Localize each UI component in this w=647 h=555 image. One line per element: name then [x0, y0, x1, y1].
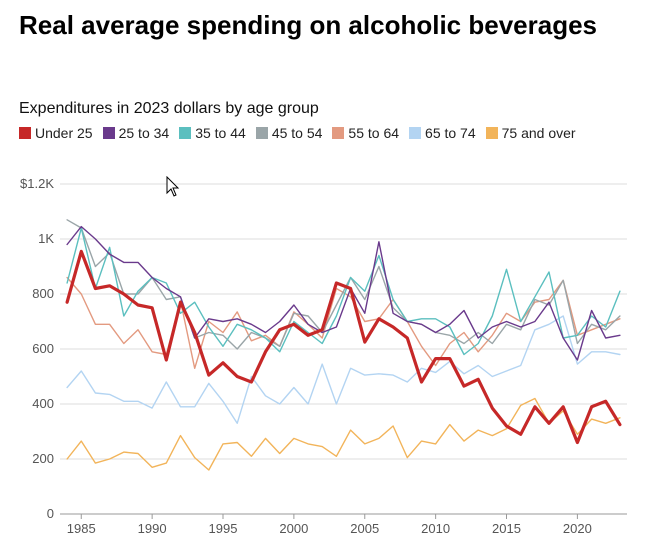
series-line-75-and-over [66, 397, 621, 471]
series-line-35-to-44 [66, 227, 621, 356]
legend-label: 45 to 54 [271, 125, 323, 141]
mouse-cursor-icon [166, 176, 180, 197]
legend: Under 25 25 to 34 35 to 44 45 to 54 55 to 64… [19, 122, 629, 144]
series-line-45-to-54 [66, 219, 621, 350]
legend-item: 55 to 64 [332, 122, 399, 144]
series-line-25-to-34 [66, 225, 621, 361]
legend-label: 25 to 34 [118, 125, 170, 141]
x-tick-label: 2015 [492, 521, 521, 536]
y-tick-label: 600 [32, 341, 54, 356]
legend-item: 65 to 74 [409, 122, 476, 144]
line-chart: 0 200 400 600 800 1K $1.2K 1985 1990 1995 2000 2005… [20, 176, 627, 536]
x-tick-label: 2005 [350, 521, 379, 536]
legend-swatch [485, 127, 498, 139]
legend-label: Under 25 [35, 125, 93, 141]
series-line-under-25 [65, 249, 622, 445]
y-tick-label: 0 [47, 506, 54, 521]
y-tick-label: $1.2K [20, 176, 54, 191]
legend-item: 75 and over [485, 122, 576, 144]
y-tick-label: 1K [38, 231, 54, 246]
legend-swatch [19, 127, 31, 139]
legend-swatch [332, 127, 345, 139]
x-tick-label: 2020 [563, 521, 592, 536]
y-tick-label: 200 [32, 451, 54, 466]
x-tick-label: 1985 [67, 521, 96, 536]
legend-item: Under 25 [19, 122, 93, 144]
chart-title: Real average spending on alcoholic bever… [19, 10, 597, 40]
chart-subtitle: Expenditures in 2023 dollars by age grou… [19, 100, 319, 117]
legend-swatch [179, 127, 192, 139]
legend-item: 35 to 44 [179, 122, 246, 144]
legend-label: 55 to 64 [348, 125, 400, 141]
legend-swatch [102, 127, 115, 139]
y-tick-label: 800 [32, 286, 54, 301]
y-tick-label: 400 [32, 396, 54, 411]
legend-item: 25 to 34 [102, 122, 170, 144]
x-tick-label: 1990 [138, 521, 167, 536]
legend-item: 45 to 54 [255, 122, 323, 144]
x-tick-label: 2010 [421, 521, 450, 536]
legend-swatch [409, 127, 422, 139]
legend-label: 65 to 74 [425, 125, 476, 141]
x-tick-label: 1995 [209, 521, 238, 536]
legend-label: 35 to 44 [195, 125, 246, 141]
x-tick-label: 2000 [279, 521, 308, 536]
legend-swatch [255, 127, 268, 139]
legend-label: 75 and over [501, 125, 576, 141]
series-line-65-to-74 [66, 315, 621, 425]
